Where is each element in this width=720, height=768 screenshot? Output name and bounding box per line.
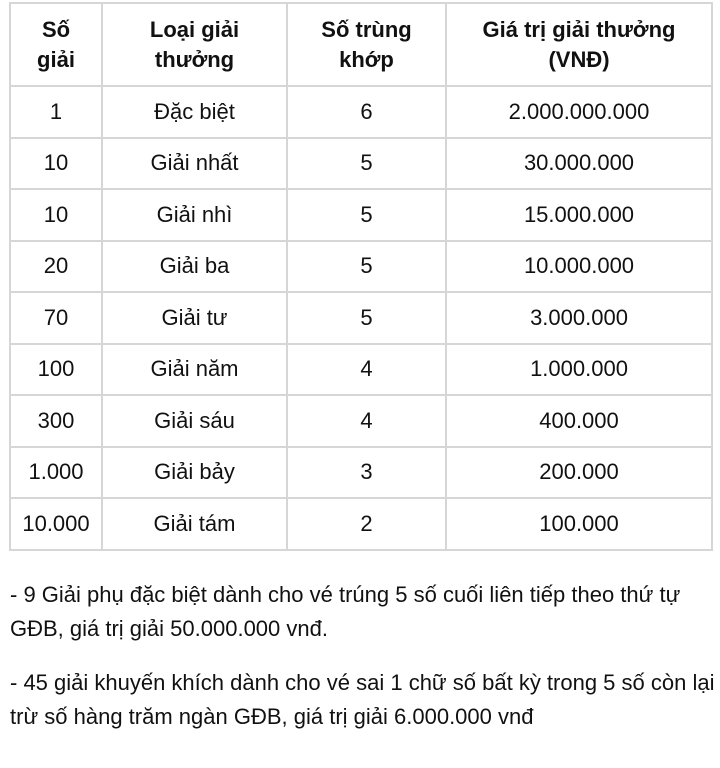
notes: - 9 Giải phụ đặc biệt dành cho vé trúng … — [10, 578, 715, 754]
note-consolation-prize: - 45 giải khuyến khích dành cho vé sai 1… — [10, 670, 715, 729]
cell-loai-giai: Giải nhất — [101, 136, 288, 190]
cell-so-trung-khop: 5 — [286, 239, 447, 293]
note-special-sub-prize: - 9 Giải phụ đặc biệt dành cho vé trúng … — [10, 582, 681, 641]
cell-gia-tri: 200.000 — [445, 445, 713, 499]
header-gia-tri: Giá trị giải thưởng (VNĐ) — [445, 2, 713, 87]
table-row: 100 Giải năm 4 1.000.000 — [9, 342, 713, 396]
cell-gia-tri: 30.000.000 — [445, 136, 713, 190]
cell-loai-giai: Giải ba — [101, 239, 288, 293]
cell-gia-tri: 400.000 — [445, 394, 713, 448]
cell-loai-giai: Giải nhì — [101, 188, 288, 242]
cell-so-trung-khop: 6 — [286, 85, 447, 139]
cell-so-trung-khop: 3 — [286, 445, 447, 499]
cell-so-giai: 300 — [9, 394, 103, 448]
header-so-trung-khop: Số trùng khớp — [286, 2, 447, 87]
cell-so-trung-khop: 5 — [286, 136, 447, 190]
cell-gia-tri: 10.000.000 — [445, 239, 713, 293]
cell-loai-giai: Giải tư — [101, 291, 288, 345]
table-row: 10 Giải nhất 5 30.000.000 — [9, 136, 713, 190]
table-row: 10.000 Giải tám 2 100.000 — [9, 497, 713, 551]
cell-so-giai: 1.000 — [9, 445, 103, 499]
table-row: 1 Đặc biệt 6 2.000.000.000 — [9, 85, 713, 139]
cell-gia-tri: 100.000 — [445, 497, 713, 551]
cell-loai-giai: Đặc biệt — [101, 85, 288, 139]
cell-so-giai: 10.000 — [9, 497, 103, 551]
prize-table: Số giải Loại giải thưởng Số trùng khớp G… — [9, 2, 713, 551]
cell-gia-tri: 15.000.000 — [445, 188, 713, 242]
cell-so-trung-khop: 2 — [286, 497, 447, 551]
table-row: 10 Giải nhì 5 15.000.000 — [9, 188, 713, 242]
header-so-giai: Số giải — [9, 2, 103, 87]
cell-so-trung-khop: 4 — [286, 394, 447, 448]
cell-loai-giai: Giải sáu — [101, 394, 288, 448]
cell-loai-giai: Giải năm — [101, 342, 288, 396]
cell-so-giai: 70 — [9, 291, 103, 345]
cell-so-trung-khop: 4 — [286, 342, 447, 396]
cell-gia-tri: 3.000.000 — [445, 291, 713, 345]
cell-so-giai: 1 — [9, 85, 103, 139]
cell-loai-giai: Giải bảy — [101, 445, 288, 499]
table-header-row: Số giải Loại giải thưởng Số trùng khớp G… — [9, 2, 713, 87]
cell-gia-tri: 1.000.000 — [445, 342, 713, 396]
header-loai-giai: Loại giải thưởng — [101, 2, 288, 87]
cell-gia-tri: 2.000.000.000 — [445, 85, 713, 139]
table-row: 300 Giải sáu 4 400.000 — [9, 394, 713, 448]
table-row: 1.000 Giải bảy 3 200.000 — [9, 445, 713, 499]
table-row: 20 Giải ba 5 10.000.000 — [9, 239, 713, 293]
table-row: 70 Giải tư 5 3.000.000 — [9, 291, 713, 345]
cell-so-giai: 100 — [9, 342, 103, 396]
cell-loai-giai: Giải tám — [101, 497, 288, 551]
cell-so-trung-khop: 5 — [286, 291, 447, 345]
cell-so-giai: 10 — [9, 188, 103, 242]
cell-so-trung-khop: 5 — [286, 188, 447, 242]
cell-so-giai: 20 — [9, 239, 103, 293]
cell-so-giai: 10 — [9, 136, 103, 190]
